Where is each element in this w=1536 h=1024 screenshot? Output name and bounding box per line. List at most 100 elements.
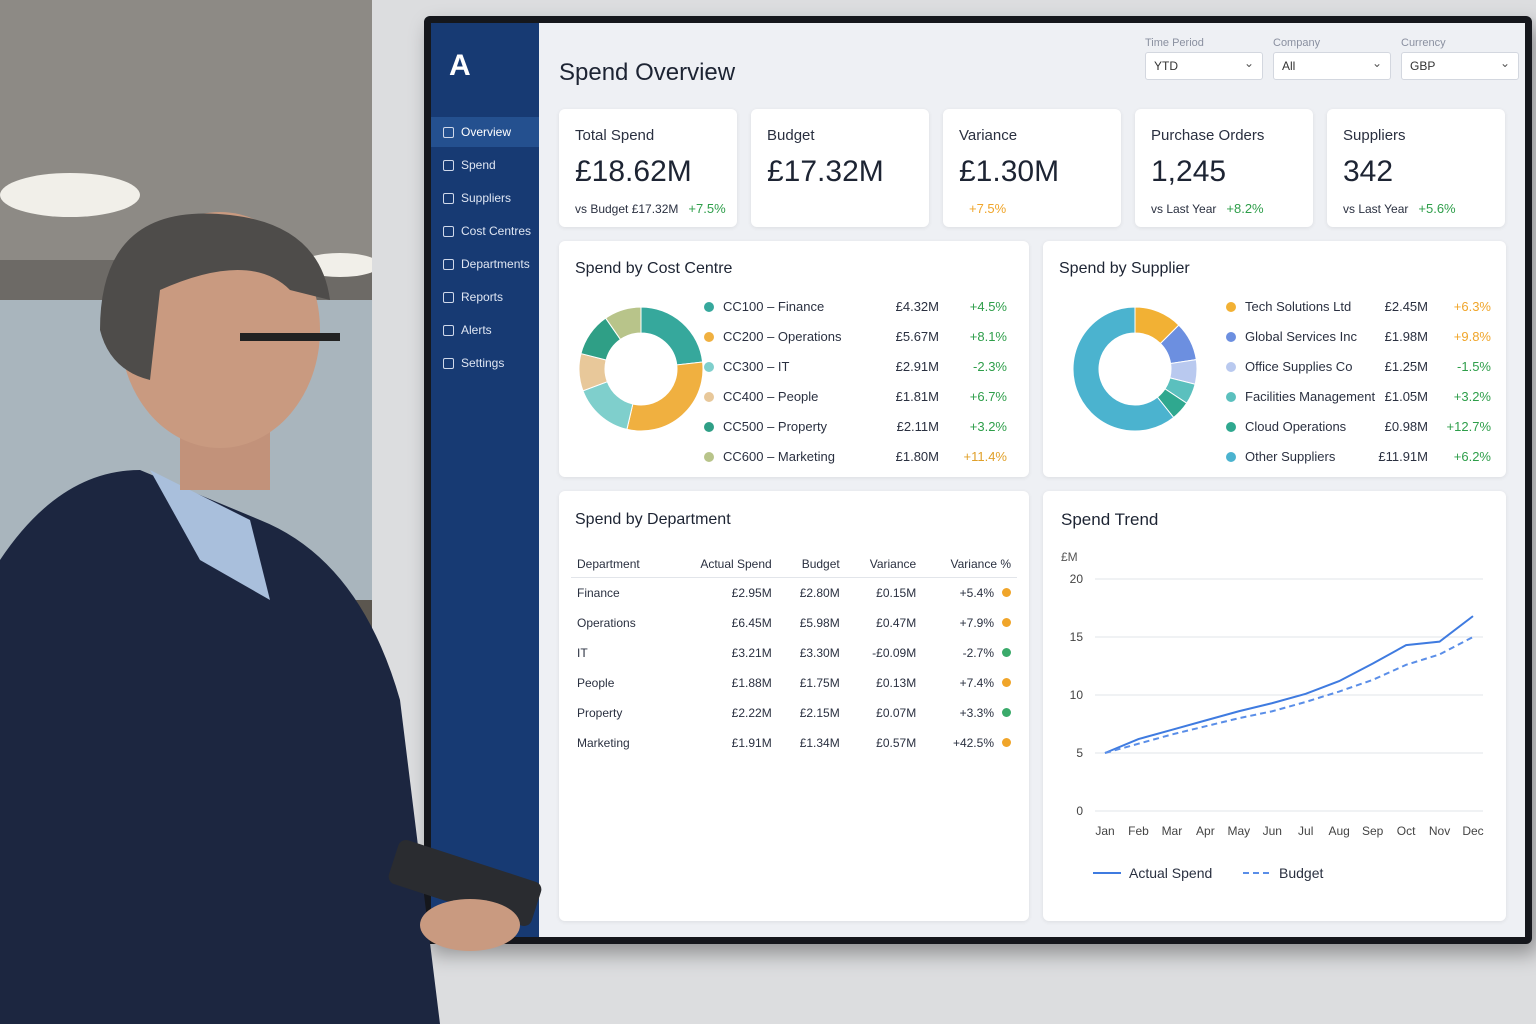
y-tick-label: 15 xyxy=(1070,630,1084,644)
column-header: Budget xyxy=(777,551,846,578)
legend-label: CC400 – People xyxy=(723,389,818,404)
change-label: +6.2% xyxy=(1454,449,1492,464)
table-cell: £2.15M xyxy=(778,698,846,728)
logo: A xyxy=(449,49,471,82)
line-chart: Spend Trend £M 0 5 10 15 20 Jan Feb Mar Apr May Jun J… xyxy=(1061,510,1484,881)
x-tick-label: Dec xyxy=(1462,824,1483,838)
value-label: £0.98M xyxy=(1385,419,1428,434)
kpi-change: +5.6% xyxy=(1418,201,1456,216)
y-tick-label: 0 xyxy=(1076,804,1083,818)
cell-text: +42.5% xyxy=(952,736,994,750)
nav-item[interactable]: Spend xyxy=(431,150,539,180)
table-row: Marketing £1.91M £1.34M £0.57M +42.5% xyxy=(571,728,1017,758)
legend-dot xyxy=(704,422,714,432)
kpi-card: Purchase Orders 1,245 vs Last Year +8.2% xyxy=(1135,109,1313,227)
change-label: +3.2% xyxy=(1454,389,1492,404)
series-line xyxy=(1104,615,1474,754)
filter[interactable]: Time Period YTD xyxy=(1145,37,1263,80)
table-cell: £1.34M xyxy=(778,728,846,758)
dashboard: A Overview Spend Suppliers Cost Centres Depa… xyxy=(431,23,1525,937)
column-header: Actual Spend xyxy=(668,551,778,578)
table-cell: +42.5% xyxy=(922,728,1017,758)
table-cell: £3.30M xyxy=(778,638,846,668)
status-dot xyxy=(1002,588,1011,597)
filter-select[interactable]: GBP xyxy=(1401,50,1519,80)
cell-text: £6.45M xyxy=(731,616,772,630)
x-tick-label: Sep xyxy=(1362,824,1384,838)
legend-dot xyxy=(1226,452,1236,462)
kpi-label: Budget xyxy=(767,127,815,144)
status-dot xyxy=(1002,738,1011,747)
nav-item[interactable]: Reports xyxy=(431,282,539,312)
nav-item[interactable]: Alerts xyxy=(431,315,539,345)
filter-label: Company xyxy=(1273,37,1321,49)
cell-text: £2.15M xyxy=(799,706,840,720)
legend-dot xyxy=(1226,332,1236,342)
x-tick-label: Mar xyxy=(1162,824,1183,838)
legend-label: Facilities Management xyxy=(1245,389,1375,404)
change-label: +9.8% xyxy=(1454,329,1492,344)
filter[interactable]: Company All xyxy=(1273,37,1391,80)
value-label: £1.81M xyxy=(896,389,939,404)
kpi-value: 342 xyxy=(1343,155,1394,188)
value-label: £2.91M xyxy=(896,359,939,374)
value-label: £1.25M xyxy=(1385,359,1428,374)
cell-text: £2.22M xyxy=(731,706,772,720)
value-label: £2.45M xyxy=(1385,299,1428,314)
nav-item[interactable]: Settings xyxy=(431,348,539,378)
cell-text: Property xyxy=(577,706,623,720)
y-tick-label: 20 xyxy=(1070,572,1084,586)
nav-item[interactable]: Cost Centres xyxy=(431,216,539,246)
chart-card: Spend by Cost Centre CC100 – Finance £4.32… xyxy=(559,241,1029,477)
cell-text: +3.3% xyxy=(959,706,994,720)
donut-slice xyxy=(1072,306,1175,432)
cell-text: £5.98M xyxy=(799,616,840,630)
filter-select[interactable]: All xyxy=(1273,50,1391,80)
column-header: Variance % xyxy=(922,551,1017,578)
filter-select[interactable]: YTD xyxy=(1145,50,1263,80)
nav-item[interactable]: Overview xyxy=(431,117,539,147)
cell-text: Marketing xyxy=(577,736,630,750)
table-cell: £2.22M xyxy=(669,698,778,728)
table-cell: +7.9% xyxy=(922,608,1017,638)
column-header: Variance xyxy=(845,551,923,578)
legend-dot xyxy=(704,392,714,402)
legend-dot xyxy=(704,302,714,312)
nav-item[interactable]: Departments xyxy=(431,249,539,279)
legend-label: CC100 – Finance xyxy=(723,299,824,314)
cell-text: People xyxy=(577,676,615,690)
kpi-change: +8.2% xyxy=(1226,201,1264,216)
donut-chart: Spend by Cost Centre CC100 – Finance £4.32… xyxy=(575,260,1008,464)
status-dot xyxy=(1002,618,1011,627)
table-cell: £1.91M xyxy=(669,728,778,758)
nav-item[interactable]: Suppliers xyxy=(431,183,539,213)
office-ceiling xyxy=(0,0,372,260)
cell-text: +5.4% xyxy=(959,586,994,600)
value-label: £4.32M xyxy=(896,299,939,314)
table-cell: -£0.09M xyxy=(846,638,922,668)
chart-title: Spend Trend xyxy=(1061,510,1158,529)
ceiling-lamp xyxy=(0,173,140,217)
legend-dot xyxy=(1226,362,1236,372)
legend-label: Budget xyxy=(1279,865,1323,881)
table-cell: £1.75M xyxy=(778,668,846,698)
table-cell: Property xyxy=(571,698,669,728)
page-title: Spend Overview xyxy=(559,59,736,86)
change-label: +8.1% xyxy=(970,329,1008,344)
donut-slice xyxy=(626,361,704,432)
filter[interactable]: Currency GBP xyxy=(1401,37,1519,80)
cell-text: £1.88M xyxy=(731,676,772,690)
table-cell: £5.98M xyxy=(778,608,846,638)
chart-title: Spend by Supplier xyxy=(1059,260,1190,277)
legend-label: Tech Solutions Ltd xyxy=(1245,299,1351,314)
table-row: People £1.88M £1.75M £0.13M +7.4% xyxy=(571,668,1017,698)
kpi-card: Variance £1.30M +7.5% xyxy=(943,109,1121,227)
cell-text: £0.07M xyxy=(876,706,917,720)
cell-text: £1.75M xyxy=(799,676,840,690)
cell-text: £2.80M xyxy=(799,586,840,600)
change-label: +4.5% xyxy=(970,299,1008,314)
office-window xyxy=(0,300,372,600)
table-card: Spend by Department Department Actual Spen… xyxy=(559,491,1029,921)
value-label: £1.05M xyxy=(1385,389,1428,404)
